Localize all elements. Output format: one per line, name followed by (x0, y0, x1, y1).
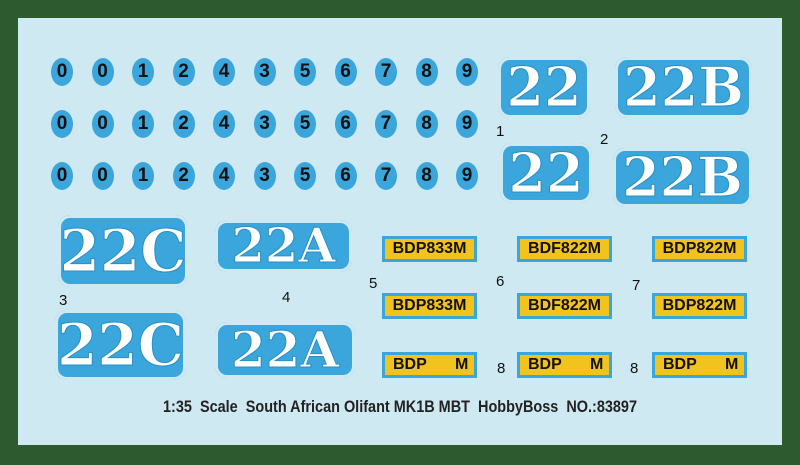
digit-decal: 2 (172, 162, 195, 190)
sheet-marker: 7 (632, 277, 641, 294)
plate-text: BDP (393, 356, 427, 373)
digit-decal: 3 (253, 110, 276, 138)
plate-decal: BDP833M (382, 293, 477, 319)
digit-decal: 2 (172, 58, 195, 86)
caption: 1:35 Scale South African Olifant MK1B MB… (162, 397, 638, 416)
digit-decal: 1 (132, 162, 154, 190)
partial-plate-decal: BDP M (652, 352, 747, 378)
plate-decal: BDF822M (517, 293, 612, 319)
digit-decal: 0 (51, 58, 73, 86)
plate-decal: BDP822M (652, 236, 747, 262)
digit-decal: 5 (294, 58, 316, 86)
sheet-marker: 8 (497, 360, 506, 377)
digit-decal: 4 (213, 162, 235, 190)
number-decal: 22A (215, 321, 355, 378)
digit-decal: 7 (375, 58, 397, 86)
sheet-marker: 5 (369, 275, 378, 292)
digit-decal: 6 (334, 58, 357, 86)
digit-decal: 9 (456, 58, 478, 86)
digit-decal: 5 (294, 110, 316, 138)
digit-decal: 9 (456, 110, 478, 138)
digit-decal: 8 (415, 58, 438, 86)
number-decal: 22C (55, 310, 186, 380)
digit-decal: 4 (213, 58, 235, 86)
digit-decal: 0 (51, 110, 73, 138)
digit-decal: 4 (213, 110, 235, 138)
digit-decal: 3 (253, 162, 276, 190)
digit-decal: 8 (415, 162, 438, 190)
plate-decal: BDF822M (517, 236, 612, 262)
number-decal: 22 (498, 56, 590, 118)
plate-decal: BDP822M (652, 293, 747, 319)
digit-decal: 2 (172, 110, 195, 138)
digit-decal: 0 (91, 162, 114, 190)
sheet-marker: 6 (496, 273, 505, 290)
digit-decal: 7 (375, 162, 397, 190)
plate-text: M (455, 356, 469, 373)
digit-decal: 1 (132, 58, 154, 86)
number-decal: 22B (613, 147, 752, 207)
plate-text: M (725, 356, 739, 373)
number-decal: 22 (500, 143, 592, 204)
digit-decal: 7 (375, 110, 397, 138)
digit-decal: 3 (253, 58, 276, 86)
digit-decal: 1 (132, 110, 154, 138)
digit-decal: 6 (334, 162, 357, 190)
digit-decal: 5 (294, 162, 316, 190)
sheet-marker: 8 (630, 360, 639, 377)
plate-text: BDP (663, 356, 697, 373)
sheet-marker: 1 (496, 123, 505, 140)
digit-decal: 6 (334, 110, 357, 138)
partial-plate-decal: BDP M (517, 352, 612, 378)
number-decal: 22B (615, 56, 752, 118)
plate-text: M (590, 356, 604, 373)
sheet-marker: 3 (59, 292, 68, 309)
sheet-marker: 2 (600, 131, 609, 148)
number-decal: 22A (215, 220, 352, 273)
digit-decal: 0 (91, 110, 114, 138)
plate-decal: BDP833M (382, 236, 477, 262)
plate-text: BDP (528, 356, 562, 373)
sheet-marker: 4 (282, 289, 291, 306)
partial-plate-decal: BDP M (382, 352, 477, 378)
digit-decal: 0 (91, 58, 114, 86)
digit-decal: 8 (415, 110, 438, 138)
digit-decal: 0 (51, 162, 73, 190)
number-decal: 22C (58, 215, 188, 287)
digit-decal: 9 (456, 162, 478, 190)
